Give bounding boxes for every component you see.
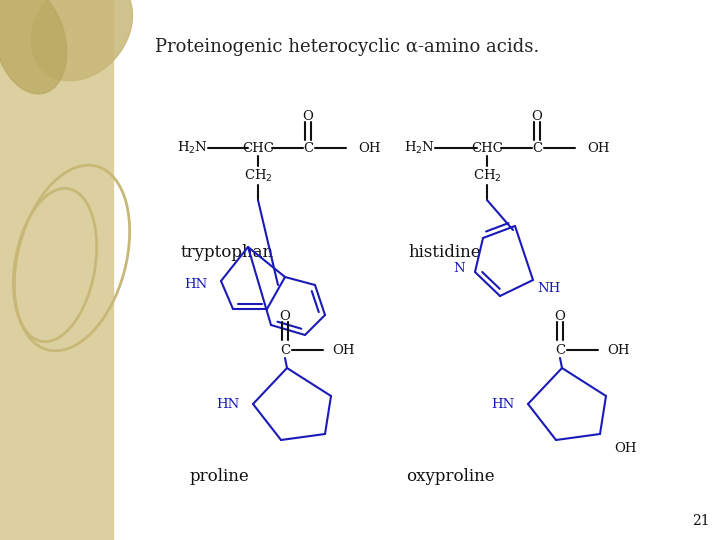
Ellipse shape xyxy=(32,0,132,80)
Text: CH$_2$: CH$_2$ xyxy=(243,168,272,184)
Text: tryptophan: tryptophan xyxy=(181,244,274,261)
Bar xyxy=(0,0,113,540)
Text: H$_2$N: H$_2$N xyxy=(177,140,208,156)
Text: histidine: histidine xyxy=(409,244,481,261)
Text: OH: OH xyxy=(587,141,610,154)
Text: OH: OH xyxy=(332,343,354,356)
Text: H$_2$N: H$_2$N xyxy=(404,140,435,156)
Text: HN: HN xyxy=(216,397,239,410)
Text: HN: HN xyxy=(184,279,207,292)
Text: C: C xyxy=(280,343,290,356)
Text: oxyproline: oxyproline xyxy=(406,468,495,485)
Text: OH: OH xyxy=(358,141,380,154)
Text: OH: OH xyxy=(607,343,629,356)
Text: 21: 21 xyxy=(693,514,710,528)
Text: O: O xyxy=(531,110,542,123)
Text: CH$_2$: CH$_2$ xyxy=(472,168,501,184)
Text: C: C xyxy=(555,343,565,356)
Text: CHC: CHC xyxy=(242,141,274,154)
Text: OH: OH xyxy=(614,442,636,455)
Text: O: O xyxy=(302,110,313,123)
Text: HN: HN xyxy=(491,397,514,410)
Text: Proteinogenic heterocyclic α-amino acids.: Proteinogenic heterocyclic α-amino acids… xyxy=(155,38,539,56)
Text: proline: proline xyxy=(190,468,249,485)
Text: O: O xyxy=(554,309,565,322)
Text: O: O xyxy=(279,309,290,322)
Text: C: C xyxy=(303,141,313,154)
Text: NH: NH xyxy=(537,281,560,294)
Ellipse shape xyxy=(0,0,67,94)
Text: C: C xyxy=(532,141,542,154)
Text: CHC: CHC xyxy=(471,141,503,154)
Text: N: N xyxy=(454,261,465,274)
